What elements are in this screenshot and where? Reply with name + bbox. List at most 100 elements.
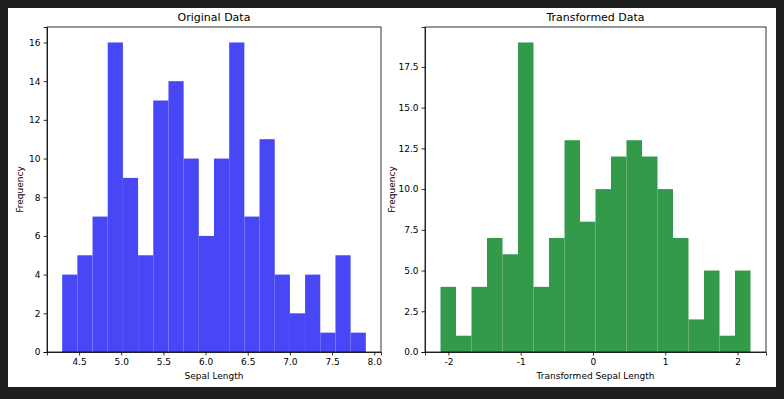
- histogram-bar: [549, 238, 565, 352]
- y-tick-mark: [44, 236, 48, 237]
- histogram-bar: [275, 275, 290, 352]
- x-tick: 5.0: [115, 352, 130, 367]
- figure-background: [8, 8, 776, 387]
- x-tick-label: 4.5: [72, 357, 86, 367]
- y-tick: 16: [29, 38, 47, 48]
- histogram-bar: [138, 255, 153, 352]
- x-axis-title: Transformed Sepal Length: [536, 371, 655, 381]
- histogram-bar: [93, 217, 108, 352]
- y-tick-label: 12.5: [398, 144, 418, 154]
- histogram-bar: [108, 42, 123, 352]
- y-tick: 8: [35, 193, 47, 203]
- x-axis-line: [48, 353, 382, 356]
- histogram-bar: [305, 275, 320, 352]
- histogram-bar: [153, 101, 168, 352]
- y-tick-label: 16: [29, 38, 41, 48]
- y-tick-label: 17.5: [398, 62, 418, 72]
- y-tick-label: 5.0: [404, 266, 419, 276]
- x-tick-label: 5.5: [157, 357, 171, 367]
- y-tick-mark: [422, 311, 426, 312]
- y-tick-label: 12: [29, 115, 40, 125]
- y-tick-mark: [422, 189, 426, 190]
- histogram-bar: [503, 254, 519, 352]
- y-tick-mark: [422, 352, 426, 353]
- histogram-bar: [229, 42, 244, 352]
- y-tick-mark: [44, 313, 48, 314]
- x-tick-label: -2: [444, 357, 453, 367]
- y-tick-label: 0.0: [404, 347, 419, 357]
- y-tick: 0: [35, 347, 47, 357]
- x-tick: 8.0: [368, 352, 383, 367]
- x-tick-label: 7.5: [325, 357, 339, 367]
- x-tick: 1: [663, 352, 669, 367]
- x-tick-label: 5.0: [115, 357, 130, 367]
- x-tick-label: -1: [517, 357, 526, 367]
- histogram-bar: [704, 271, 720, 352]
- x-tick-label: 6.0: [199, 357, 214, 367]
- x-axis: -2 -1 0 1 2: [426, 352, 767, 367]
- x-tick: 7.0: [283, 352, 298, 367]
- histogram-bar: [565, 140, 581, 352]
- x-tick-mark: [665, 352, 666, 356]
- chart-title: Original Data: [178, 11, 251, 24]
- y-tick-mark: [422, 271, 426, 272]
- histogram-bar: [627, 140, 643, 352]
- x-tick-label: 0: [591, 357, 597, 367]
- y-tick-mark: [44, 159, 48, 160]
- chart: 4.55.05.56.06.57.07.58.00246810121416Ori…: [15, 11, 382, 381]
- y-tick-label: 0: [35, 347, 41, 357]
- x-tick-label: 8.0: [368, 357, 383, 367]
- y-tick-label: 7.5: [404, 225, 418, 235]
- y-tick: 0.0: [404, 347, 425, 357]
- y-tick-mark: [44, 81, 48, 82]
- y-axis-title: Frequency: [387, 166, 397, 213]
- x-axis: 4.5 5.0 5.5 6.0 6.5 7.0 7.5 8.0: [48, 352, 383, 367]
- y-tick-mark: [422, 148, 426, 149]
- histogram-bar: [320, 333, 335, 352]
- y-axis: 0246810121416: [29, 28, 47, 358]
- y-tick-label: 2.5: [404, 307, 418, 317]
- x-tick-label: 2: [735, 357, 741, 367]
- x-tick-label: 6.5: [241, 357, 255, 367]
- y-tick: 7.5: [404, 225, 425, 235]
- x-tick-mark: [248, 352, 249, 356]
- y-tick-label: 10: [29, 154, 41, 164]
- plot-frame: [47, 27, 381, 352]
- histogram-bar: [335, 255, 350, 352]
- y-tick-label: 10.0: [398, 184, 418, 194]
- x-tick: 6.5: [241, 352, 255, 367]
- x-tick: 5.5: [157, 352, 171, 367]
- histogram-bar: [580, 222, 596, 352]
- histogram-bar: [168, 81, 183, 352]
- plot-frame: [425, 27, 766, 352]
- x-tick-mark: [521, 352, 522, 356]
- y-tick-label: 4: [35, 270, 41, 280]
- histogram-bar: [184, 159, 199, 352]
- y-tick-mark: [422, 108, 426, 109]
- histogram-bar: [720, 336, 736, 352]
- x-tick: 7.5: [325, 352, 339, 367]
- y-tick-label: 8: [35, 193, 41, 203]
- histogram-bar: [244, 217, 259, 352]
- histogram-bar: [472, 287, 488, 352]
- x-tick: 6.0: [199, 352, 214, 367]
- histogram-bar: [642, 157, 658, 352]
- x-tick: 0: [591, 352, 597, 367]
- x-tick: 4.5: [72, 352, 86, 367]
- histogram-bar: [351, 333, 366, 352]
- y-tick: 10: [29, 154, 47, 164]
- histogram-bar: [689, 319, 705, 352]
- histogram-bar: [260, 139, 275, 352]
- histogram-bar: [62, 275, 77, 352]
- histogram-bar: [596, 189, 612, 352]
- chart: -2 -1 0 1 2 0.0 2.5 5.0 7.5 10.0 12.5 15.0 17.5 Trans…: [387, 11, 767, 381]
- x-tick-mark: [737, 352, 738, 356]
- y-tick-label: 15.0: [398, 103, 418, 113]
- histogram-bar: [658, 189, 674, 352]
- histogram-bar: [123, 178, 138, 352]
- histogram-bar: [673, 238, 689, 352]
- x-tick: -2: [444, 352, 453, 367]
- x-tick-mark: [332, 352, 333, 356]
- y-tick-label: 14: [29, 77, 41, 87]
- chart-title: Transformed Data: [545, 11, 644, 24]
